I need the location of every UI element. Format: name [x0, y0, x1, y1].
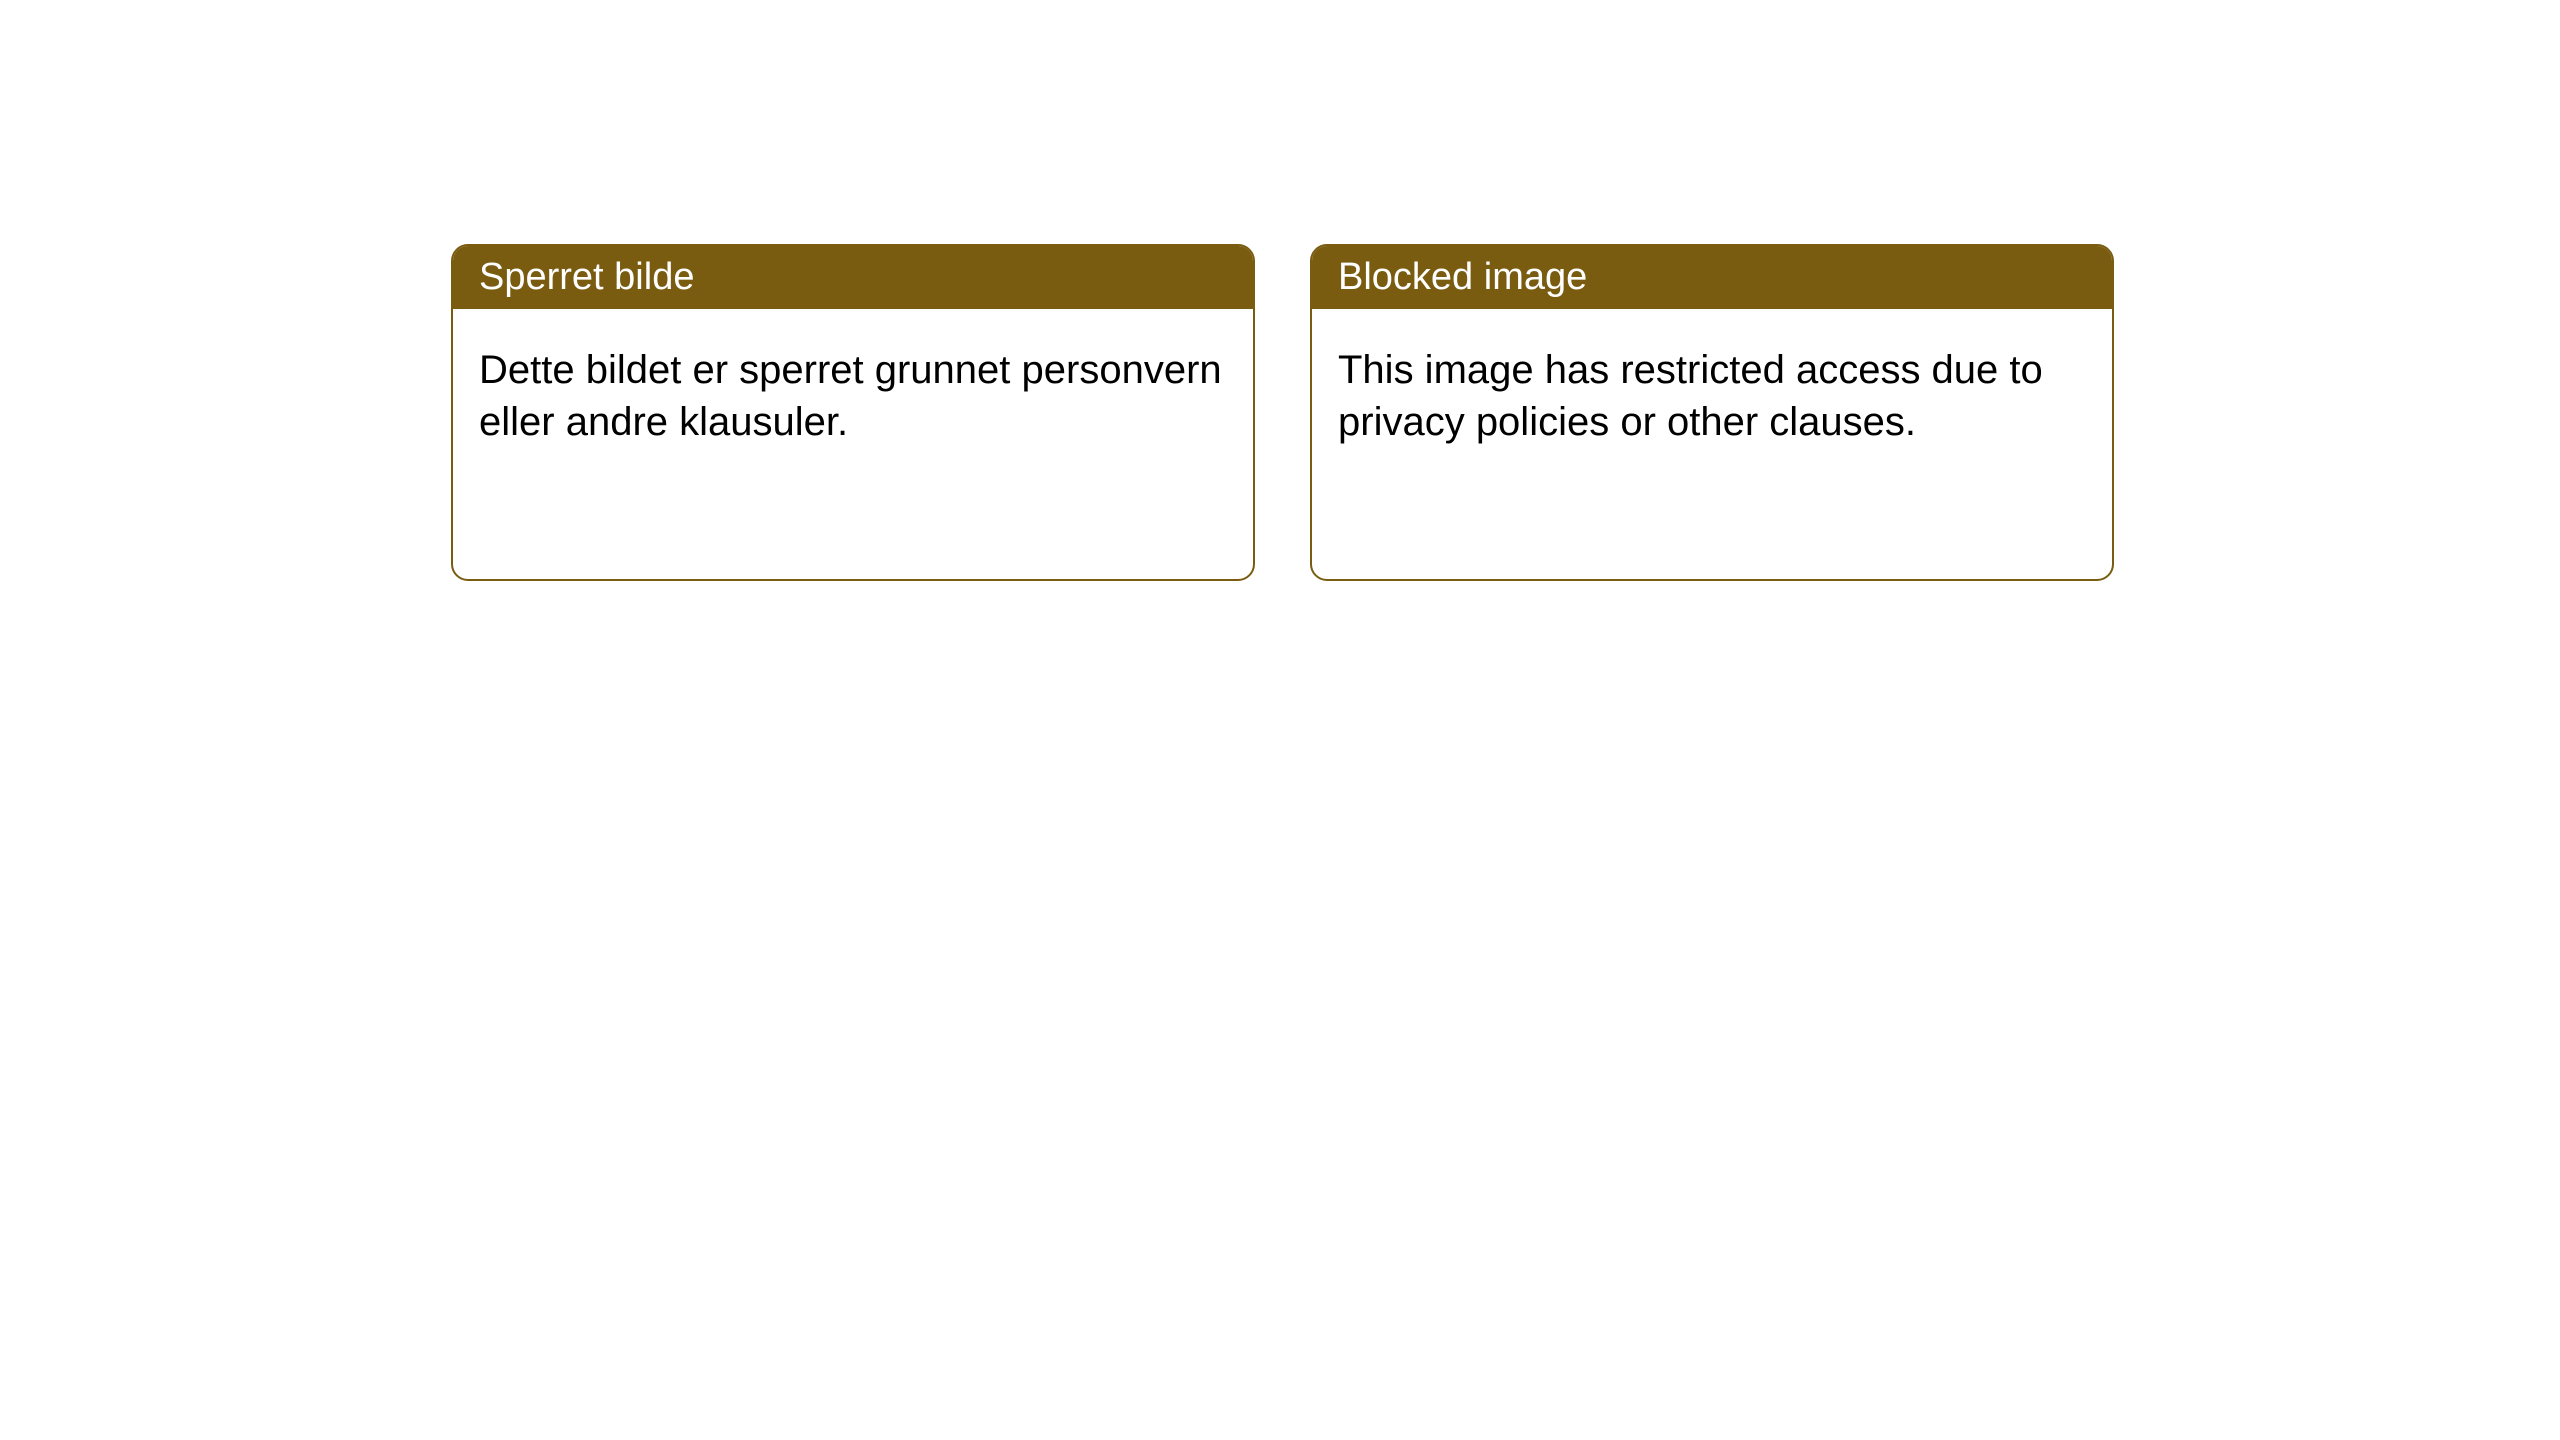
notice-box-norwegian: Sperret bilde Dette bildet er sperret gr… [451, 244, 1255, 581]
notice-body-norwegian: Dette bildet er sperret grunnet personve… [453, 309, 1253, 483]
notice-body-english: This image has restricted access due to … [1312, 309, 2112, 483]
notice-box-english: Blocked image This image has restricted … [1310, 244, 2114, 581]
notice-header-norwegian: Sperret bilde [453, 246, 1253, 309]
notice-container: Sperret bilde Dette bildet er sperret gr… [451, 244, 2114, 581]
notice-header-english: Blocked image [1312, 246, 2112, 309]
